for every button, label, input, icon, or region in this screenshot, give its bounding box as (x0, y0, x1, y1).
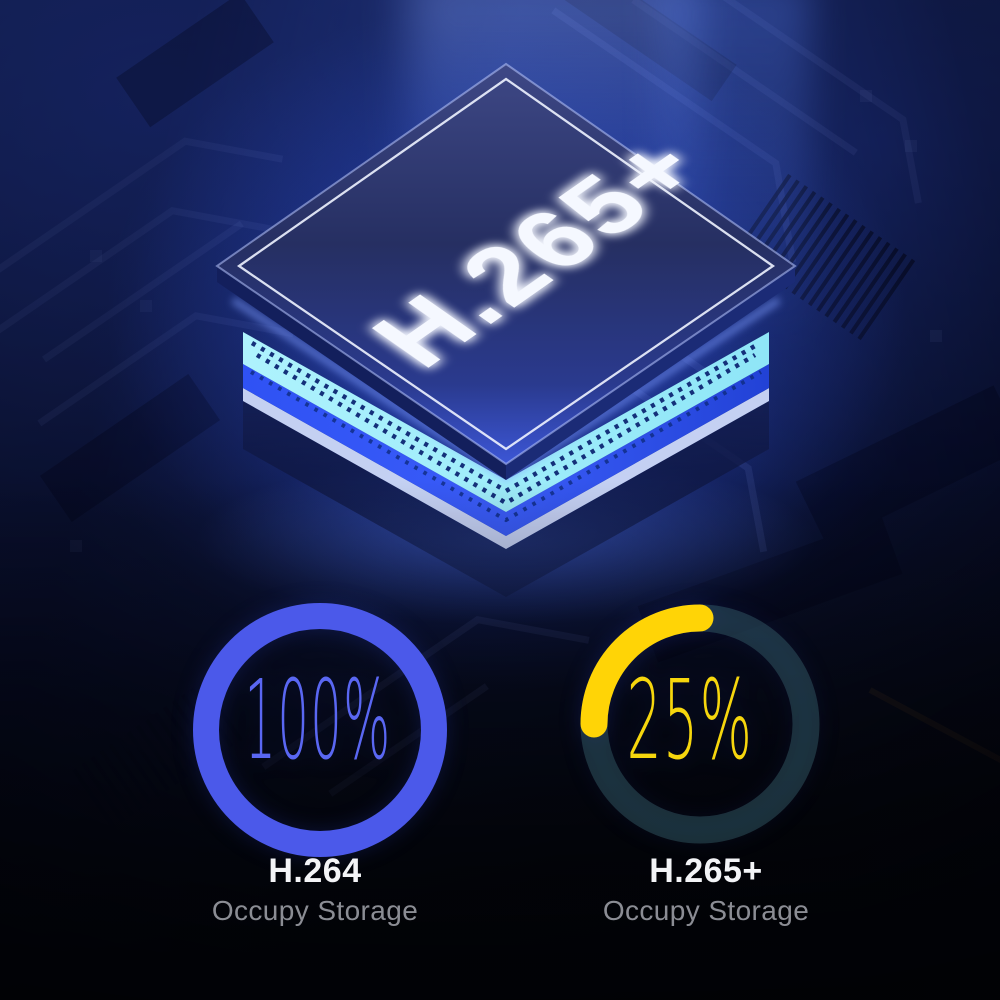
gauge-h264-labels: H.264 Occupy Storage (65, 852, 565, 927)
gauge-h265-codec: H.265+ (649, 852, 763, 890)
gauge-h264: 100% (193, 603, 447, 857)
gauge-h265-labels: H.265+ Occupy Storage (456, 852, 956, 927)
gauge-h264-caption: Occupy Storage (211, 895, 419, 927)
gauge-h265-value: 25% (627, 656, 754, 785)
gauge-h264-ring (193, 603, 447, 857)
gauge-h264-value: 100% (245, 657, 392, 785)
gauge-h264-codec: H.264 (268, 852, 362, 890)
gauge-h265-caption: Occupy Storage (602, 895, 810, 927)
gauge-h265-arc (580, 604, 714, 738)
gauge-h265: 25% (580, 604, 820, 844)
